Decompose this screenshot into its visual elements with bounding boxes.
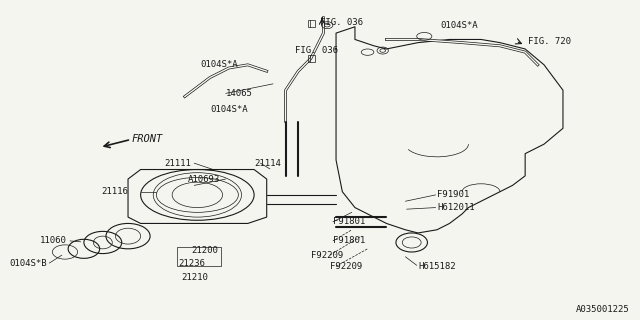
Text: 11060: 11060 xyxy=(40,236,67,245)
Bar xyxy=(308,20,316,28)
Text: 0104S*A: 0104S*A xyxy=(210,105,248,114)
Text: A10693: A10693 xyxy=(188,174,220,184)
Bar xyxy=(308,55,316,62)
Text: F91801: F91801 xyxy=(333,236,365,245)
Text: 0104S*A: 0104S*A xyxy=(200,60,238,69)
Text: FRONT: FRONT xyxy=(131,134,163,144)
Text: 0104S*A: 0104S*A xyxy=(440,21,477,30)
Text: 21111: 21111 xyxy=(164,159,191,168)
Text: 21236: 21236 xyxy=(179,259,205,268)
Text: F92209: F92209 xyxy=(311,251,343,260)
Text: H615182: H615182 xyxy=(418,262,456,271)
Text: 21200: 21200 xyxy=(191,246,218,255)
Text: FIG. 036: FIG. 036 xyxy=(320,18,364,27)
Text: 0104S*B: 0104S*B xyxy=(10,259,47,268)
Text: A035001225: A035001225 xyxy=(575,305,629,314)
Text: F91901: F91901 xyxy=(437,190,469,199)
Text: 14065: 14065 xyxy=(226,89,253,98)
Text: H612011: H612011 xyxy=(437,203,474,212)
Text: FIG. 036: FIG. 036 xyxy=(295,46,338,55)
Text: FIG. 720: FIG. 720 xyxy=(528,36,572,45)
Text: F92209: F92209 xyxy=(330,262,362,271)
Text: 21114: 21114 xyxy=(254,159,281,168)
Text: 21116: 21116 xyxy=(101,187,128,196)
Text: 21210: 21210 xyxy=(182,273,209,282)
Text: F91801: F91801 xyxy=(333,217,365,226)
Bar xyxy=(177,247,221,266)
